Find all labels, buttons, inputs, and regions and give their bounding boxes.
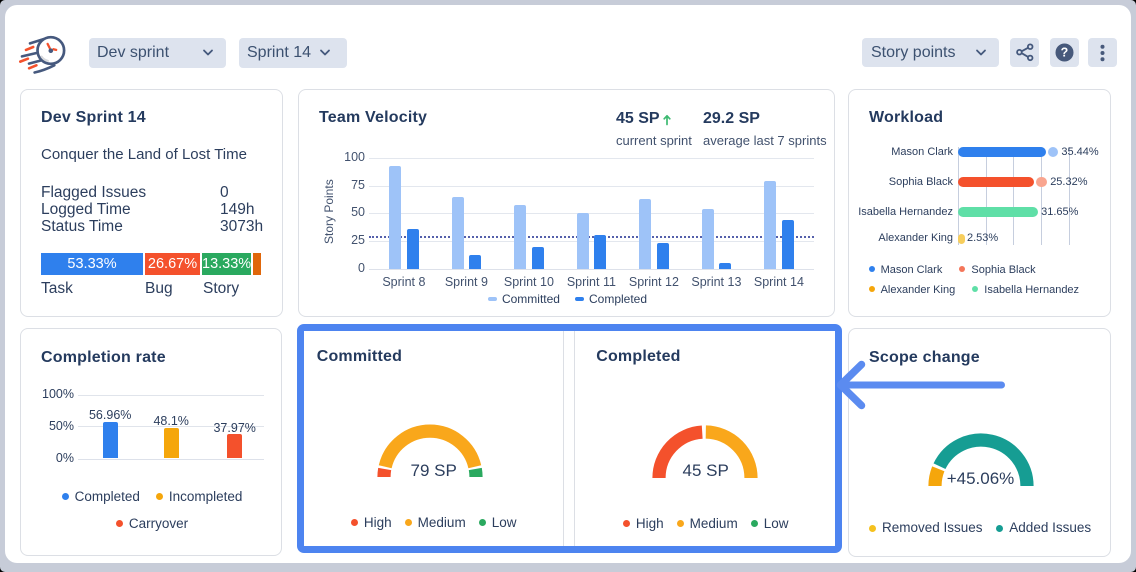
svg-text:?: ? [1061, 46, 1069, 60]
